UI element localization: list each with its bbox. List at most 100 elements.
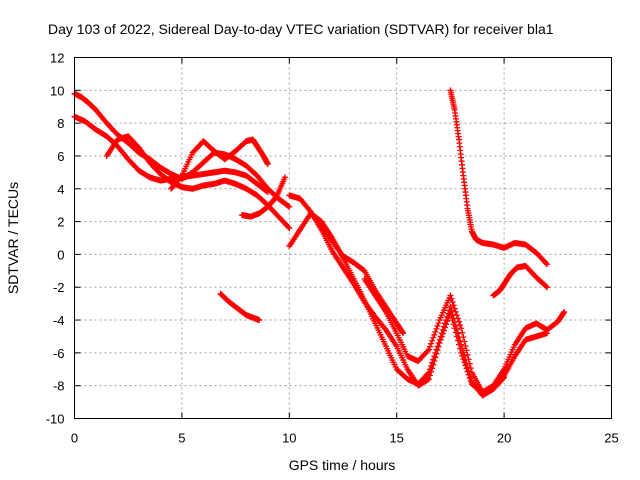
data-point bbox=[425, 376, 432, 383]
data-point bbox=[542, 260, 549, 267]
data-point bbox=[436, 340, 443, 347]
series-arc-j bbox=[361, 276, 568, 396]
data-point bbox=[460, 334, 467, 341]
data-point bbox=[306, 207, 313, 214]
data-point bbox=[444, 318, 451, 325]
data-point bbox=[455, 318, 462, 325]
data-point bbox=[443, 321, 450, 328]
data-point bbox=[439, 330, 446, 337]
data-point bbox=[461, 359, 468, 366]
x-tick-label: 15 bbox=[389, 431, 403, 446]
data-point bbox=[453, 333, 460, 340]
data-point bbox=[282, 174, 289, 181]
data-point bbox=[442, 324, 449, 331]
series-arc-b bbox=[71, 113, 271, 196]
data-point bbox=[544, 261, 551, 268]
y-tick-label: 12 bbox=[50, 51, 64, 66]
data-point bbox=[428, 340, 435, 347]
data-point bbox=[447, 292, 454, 299]
data-point bbox=[286, 225, 293, 232]
data-point bbox=[428, 368, 435, 375]
y-tick-label: 2 bbox=[57, 215, 64, 230]
data-point bbox=[458, 325, 465, 332]
y-tick-label: 6 bbox=[57, 149, 64, 164]
data-point bbox=[457, 345, 464, 352]
data-point bbox=[452, 329, 459, 336]
data-point bbox=[467, 365, 474, 372]
data-point bbox=[449, 317, 456, 324]
data-point bbox=[430, 334, 437, 341]
data-point bbox=[432, 354, 439, 361]
series-arc-i bbox=[307, 210, 407, 337]
data-point bbox=[561, 308, 568, 315]
y-tick-label: 4 bbox=[57, 182, 64, 197]
data-point bbox=[424, 376, 431, 383]
data-point bbox=[465, 356, 472, 363]
series-arc-e bbox=[239, 174, 289, 220]
x-tick-label: 25 bbox=[604, 431, 618, 446]
y-tick-label: -8 bbox=[53, 379, 65, 394]
data-point bbox=[285, 203, 292, 210]
data-point bbox=[458, 349, 465, 356]
data-point bbox=[263, 188, 270, 195]
x-tick-label: 20 bbox=[497, 431, 511, 446]
data-point bbox=[440, 327, 447, 334]
series-arc-l bbox=[490, 262, 551, 299]
data-point bbox=[466, 374, 473, 381]
series-arc-f bbox=[217, 290, 263, 324]
plot-frame bbox=[74, 57, 612, 419]
data-point bbox=[544, 284, 551, 291]
y-tick-label: -4 bbox=[53, 313, 65, 328]
data-point bbox=[450, 321, 457, 328]
data-point bbox=[461, 338, 468, 345]
y-tick-label: 8 bbox=[57, 116, 64, 131]
data-point bbox=[429, 365, 436, 372]
tick-labels: 0 5 10 15 20 25 -10 -8 -6 -4 -2 0 2 4 6 8 10 12 bbox=[46, 51, 619, 446]
data-point bbox=[464, 368, 471, 375]
data-point bbox=[426, 343, 433, 350]
data-point bbox=[448, 312, 455, 319]
series-arc-c bbox=[103, 133, 293, 232]
data-point bbox=[455, 341, 462, 348]
data-point bbox=[431, 358, 438, 365]
data-points bbox=[71, 87, 568, 399]
y-tick-label: -6 bbox=[53, 346, 65, 361]
data-point bbox=[462, 362, 469, 369]
data-point bbox=[433, 325, 440, 332]
data-point bbox=[542, 283, 549, 290]
data-point bbox=[400, 330, 407, 337]
data-point bbox=[459, 329, 466, 336]
data-point bbox=[459, 352, 466, 359]
data-point bbox=[457, 321, 464, 328]
data-point bbox=[448, 307, 455, 314]
data-point bbox=[285, 224, 292, 231]
y-axis-label: SDTVAR / TECUs bbox=[5, 182, 21, 294]
data-point bbox=[449, 298, 456, 305]
data-point bbox=[430, 361, 437, 368]
data-point bbox=[264, 161, 271, 168]
data-point bbox=[464, 351, 471, 358]
grid-lines bbox=[74, 57, 612, 419]
data-point bbox=[432, 328, 439, 335]
data-point bbox=[450, 302, 457, 309]
axis-ticks bbox=[74, 57, 612, 419]
data-point bbox=[435, 319, 442, 326]
data-point bbox=[463, 347, 470, 354]
data-point bbox=[448, 295, 455, 302]
data-point bbox=[447, 308, 454, 315]
data-point bbox=[445, 315, 452, 322]
data-point bbox=[452, 308, 459, 315]
data-point bbox=[426, 372, 433, 379]
data-point bbox=[425, 346, 432, 353]
data-point bbox=[177, 173, 184, 180]
data-point bbox=[438, 333, 445, 340]
series-arc-d bbox=[168, 136, 271, 192]
y-tick-label: -2 bbox=[53, 280, 65, 295]
data-point bbox=[286, 203, 293, 210]
y-tick-label: -10 bbox=[46, 412, 65, 427]
series-arc-h bbox=[286, 192, 551, 396]
data-point bbox=[434, 322, 441, 329]
data-point bbox=[454, 337, 461, 344]
y-tick-label: 0 bbox=[57, 247, 64, 262]
